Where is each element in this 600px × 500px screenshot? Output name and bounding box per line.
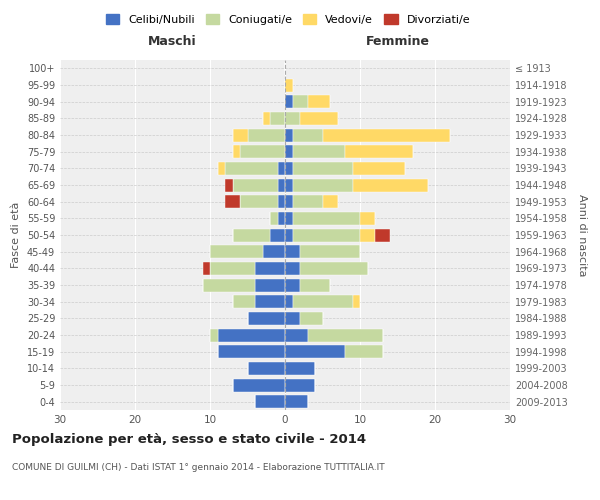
- Bar: [233, 178, 277, 192]
- Bar: [323, 195, 337, 208]
- Bar: [210, 262, 255, 275]
- Bar: [218, 162, 225, 175]
- Bar: [300, 278, 330, 291]
- Bar: [270, 228, 285, 241]
- Bar: [323, 128, 450, 141]
- Bar: [285, 78, 293, 92]
- Bar: [218, 328, 285, 342]
- Bar: [240, 145, 285, 158]
- Bar: [353, 162, 405, 175]
- Bar: [285, 128, 293, 141]
- Bar: [308, 328, 383, 342]
- Bar: [293, 145, 345, 158]
- Bar: [285, 195, 293, 208]
- Bar: [248, 128, 285, 141]
- Bar: [285, 345, 345, 358]
- Bar: [293, 195, 323, 208]
- Bar: [270, 112, 285, 125]
- Bar: [240, 195, 277, 208]
- Bar: [263, 245, 285, 258]
- Bar: [285, 212, 293, 225]
- Bar: [293, 162, 353, 175]
- Bar: [360, 212, 375, 225]
- Bar: [255, 395, 285, 408]
- Bar: [345, 145, 413, 158]
- Bar: [233, 378, 285, 392]
- Bar: [248, 312, 285, 325]
- Bar: [203, 278, 255, 291]
- Bar: [375, 228, 390, 241]
- Bar: [285, 312, 300, 325]
- Bar: [285, 395, 308, 408]
- Bar: [233, 228, 270, 241]
- Bar: [285, 145, 293, 158]
- Bar: [285, 245, 300, 258]
- Text: COMUNE DI GUILMI (CH) - Dati ISTAT 1° gennaio 2014 - Elaborazione TUTTITALIA.IT: COMUNE DI GUILMI (CH) - Dati ISTAT 1° ge…: [12, 462, 385, 471]
- Bar: [225, 162, 277, 175]
- Bar: [277, 212, 285, 225]
- Bar: [255, 262, 285, 275]
- Bar: [293, 295, 353, 308]
- Bar: [293, 128, 323, 141]
- Bar: [285, 228, 293, 241]
- Bar: [210, 328, 218, 342]
- Bar: [308, 95, 330, 108]
- Bar: [277, 178, 285, 192]
- Bar: [293, 212, 360, 225]
- Bar: [300, 112, 337, 125]
- Bar: [285, 162, 293, 175]
- Bar: [293, 228, 360, 241]
- Bar: [218, 345, 285, 358]
- Y-axis label: Anni di nascita: Anni di nascita: [577, 194, 587, 276]
- Bar: [277, 162, 285, 175]
- Bar: [345, 345, 383, 358]
- Bar: [300, 262, 367, 275]
- Bar: [285, 378, 315, 392]
- Bar: [233, 295, 255, 308]
- Bar: [300, 245, 360, 258]
- Bar: [225, 195, 240, 208]
- Bar: [203, 262, 210, 275]
- Bar: [285, 112, 300, 125]
- Bar: [248, 362, 285, 375]
- Bar: [285, 95, 293, 108]
- Bar: [285, 328, 308, 342]
- Bar: [285, 278, 300, 291]
- Bar: [285, 295, 293, 308]
- Bar: [233, 128, 248, 141]
- Bar: [233, 145, 240, 158]
- Bar: [353, 295, 360, 308]
- Bar: [285, 262, 300, 275]
- Bar: [285, 178, 293, 192]
- Bar: [225, 178, 233, 192]
- Bar: [255, 295, 285, 308]
- Bar: [210, 245, 263, 258]
- Y-axis label: Fasce di età: Fasce di età: [11, 202, 21, 268]
- Bar: [293, 178, 353, 192]
- Bar: [255, 278, 285, 291]
- Text: Femmine: Femmine: [365, 36, 430, 49]
- Bar: [285, 362, 315, 375]
- Legend: Celibi/Nubili, Coniugati/e, Vedovi/e, Divorziati/e: Celibi/Nubili, Coniugati/e, Vedovi/e, Di…: [103, 10, 473, 28]
- Bar: [277, 195, 285, 208]
- Bar: [270, 212, 277, 225]
- Text: Maschi: Maschi: [148, 36, 197, 49]
- Bar: [300, 312, 323, 325]
- Bar: [360, 228, 375, 241]
- Bar: [263, 112, 270, 125]
- Bar: [353, 178, 427, 192]
- Text: Popolazione per età, sesso e stato civile - 2014: Popolazione per età, sesso e stato civil…: [12, 432, 366, 446]
- Bar: [293, 95, 308, 108]
